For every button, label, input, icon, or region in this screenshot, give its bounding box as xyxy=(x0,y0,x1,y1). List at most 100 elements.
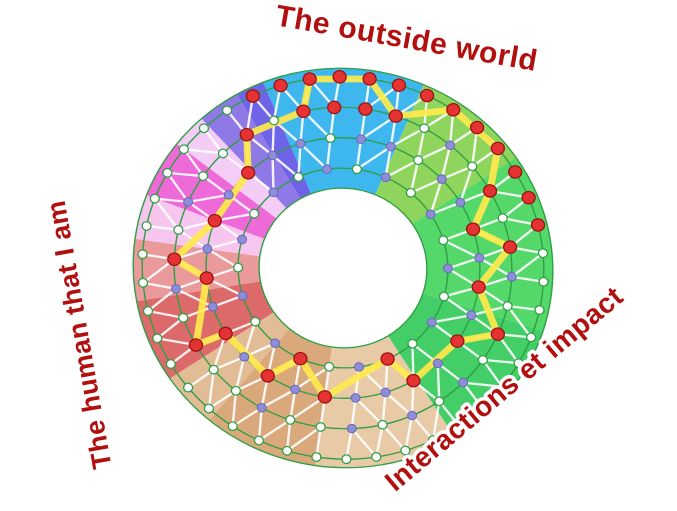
node-1-11[interactable] xyxy=(477,355,488,365)
node-2-9[interactable] xyxy=(450,334,465,348)
node-2-5[interactable] xyxy=(465,222,481,237)
node-0-0[interactable] xyxy=(362,72,377,86)
node-2-25[interactable] xyxy=(267,150,278,161)
node-2-2[interactable] xyxy=(413,155,424,166)
node-0-30[interactable] xyxy=(137,277,149,288)
node-3-14[interactable] xyxy=(250,316,261,327)
node-2-18[interactable] xyxy=(218,326,233,341)
node-0-40[interactable] xyxy=(302,72,317,86)
node-0-34[interactable] xyxy=(162,167,173,178)
node-1-9[interactable] xyxy=(502,301,513,311)
node-1-20[interactable] xyxy=(230,385,242,396)
node-0-3[interactable] xyxy=(446,102,461,117)
node-1-17[interactable] xyxy=(315,422,326,432)
node-2-7[interactable] xyxy=(471,280,486,294)
node-1-30[interactable] xyxy=(239,127,254,142)
node-1-8[interactable] xyxy=(506,271,517,282)
node-3-11[interactable] xyxy=(323,361,335,372)
node-1-28[interactable] xyxy=(198,171,209,181)
node-3-15[interactable] xyxy=(237,290,248,301)
node-0-6[interactable] xyxy=(508,165,523,179)
node-3-20[interactable] xyxy=(293,172,304,182)
node-2-12[interactable] xyxy=(380,387,391,398)
node-0-41[interactable] xyxy=(332,70,347,84)
node-1-1[interactable] xyxy=(388,109,403,123)
node-0-2[interactable] xyxy=(419,88,435,103)
node-2-26[interactable] xyxy=(295,138,306,149)
node-1-0[interactable] xyxy=(358,102,373,116)
node-2-10[interactable] xyxy=(432,358,443,369)
node-2-11[interactable] xyxy=(406,373,421,388)
node-0-4[interactable] xyxy=(469,120,485,135)
node-3-10[interactable] xyxy=(353,362,364,372)
node-0-12[interactable] xyxy=(525,332,537,343)
node-0-21[interactable] xyxy=(311,452,322,462)
node-1-7[interactable] xyxy=(502,240,518,254)
node-1-2[interactable] xyxy=(419,123,430,134)
node-3-16[interactable] xyxy=(232,262,244,273)
node-0-8[interactable] xyxy=(530,218,546,232)
node-0-25[interactable] xyxy=(203,403,215,414)
node-3-4[interactable] xyxy=(438,235,449,246)
node-3-0[interactable] xyxy=(351,164,363,175)
node-1-29[interactable] xyxy=(217,148,229,159)
node-3-17[interactable] xyxy=(237,234,248,245)
node-0-14[interactable] xyxy=(496,381,508,392)
node-2-3[interactable] xyxy=(436,174,447,184)
node-2-4[interactable] xyxy=(455,197,466,208)
node-0-33[interactable] xyxy=(149,193,161,204)
node-3-2[interactable] xyxy=(405,187,417,198)
node-0-29[interactable] xyxy=(142,306,154,316)
node-0-5[interactable] xyxy=(490,141,506,156)
node-2-24[interactable] xyxy=(241,165,256,180)
node-2-8[interactable] xyxy=(466,310,477,321)
node-2-22[interactable] xyxy=(207,213,222,228)
node-1-23[interactable] xyxy=(178,312,189,323)
node-0-31[interactable] xyxy=(137,249,148,260)
node-1-5[interactable] xyxy=(482,184,498,198)
node-0-17[interactable] xyxy=(428,435,439,445)
node-0-11[interactable] xyxy=(534,305,545,315)
node-2-19[interactable] xyxy=(207,301,218,312)
node-0-22[interactable] xyxy=(281,445,293,456)
node-2-17[interactable] xyxy=(239,352,250,362)
node-2-14[interactable] xyxy=(317,390,333,404)
node-0-28[interactable] xyxy=(152,333,163,344)
node-2-27[interactable] xyxy=(325,133,336,143)
node-2-20[interactable] xyxy=(199,271,214,285)
node-3-12[interactable] xyxy=(293,351,308,366)
node-1-3[interactable] xyxy=(445,140,456,150)
node-1-22[interactable] xyxy=(188,338,204,352)
node-0-24[interactable] xyxy=(227,421,238,432)
node-0-35[interactable] xyxy=(178,144,190,155)
node-1-33[interactable] xyxy=(327,100,342,115)
node-1-19[interactable] xyxy=(256,403,267,413)
node-0-39[interactable] xyxy=(273,78,288,93)
node-1-6[interactable] xyxy=(497,213,508,224)
node-1-12[interactable] xyxy=(458,377,469,388)
node-1-25[interactable] xyxy=(167,252,182,267)
node-3-21[interactable] xyxy=(322,164,333,174)
node-1-10[interactable] xyxy=(490,327,506,341)
node-1-18[interactable] xyxy=(285,415,296,425)
node-0-20[interactable] xyxy=(341,454,352,465)
node-2-1[interactable] xyxy=(385,141,396,152)
node-3-19[interactable] xyxy=(268,187,279,198)
node-2-21[interactable] xyxy=(202,244,213,254)
node-1-4[interactable] xyxy=(467,161,478,172)
node-3-5[interactable] xyxy=(442,263,453,274)
node-3-13[interactable] xyxy=(270,338,281,348)
node-0-23[interactable] xyxy=(253,435,265,446)
node-2-0[interactable] xyxy=(356,134,367,144)
node-3-18[interactable] xyxy=(249,208,260,219)
node-0-15[interactable] xyxy=(476,402,488,413)
node-2-6[interactable] xyxy=(474,253,485,263)
node-0-13[interactable] xyxy=(513,358,524,369)
node-0-7[interactable] xyxy=(521,190,536,205)
node-3-9[interactable] xyxy=(380,352,395,366)
node-0-1[interactable] xyxy=(391,78,407,92)
node-0-9[interactable] xyxy=(537,248,549,259)
node-1-13[interactable] xyxy=(434,396,445,407)
node-0-37[interactable] xyxy=(221,105,233,116)
node-0-19[interactable] xyxy=(371,452,382,462)
